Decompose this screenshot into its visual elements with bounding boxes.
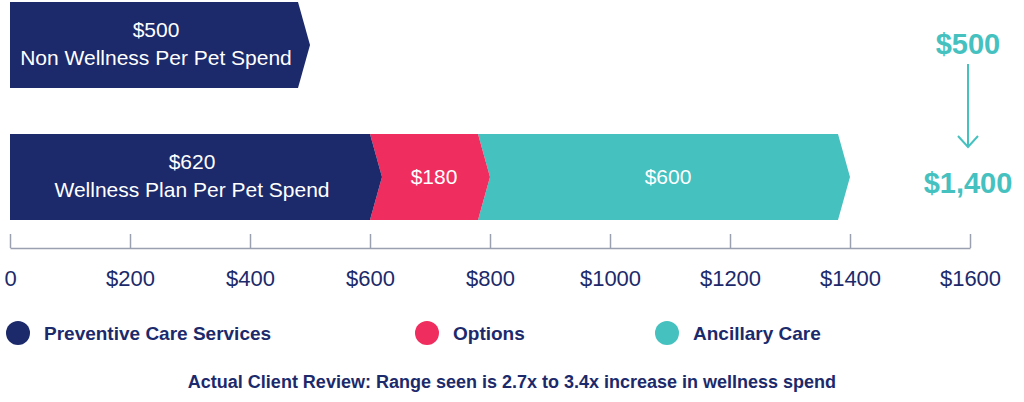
tick-label: $400 (226, 266, 275, 291)
tick: $200 (106, 234, 155, 291)
arrow (967, 64, 969, 146)
tick: $1000 (580, 234, 641, 291)
legend-label: Ancillary Care (693, 323, 821, 344)
chart: $500 Non Wellness Per Pet Spend $620 Wellne… (0, 0, 1024, 402)
tick-label: $200 (106, 266, 155, 291)
data-labels: $500 Non Wellness Per Pet Spend $620 Wellne… (20, 18, 691, 201)
legend-swatch (415, 321, 439, 345)
data-label: $620 (169, 150, 216, 173)
legend-swatch (655, 321, 679, 345)
tick: $400 (226, 234, 275, 291)
legend: Preventive Care Services Options Ancillary… (6, 321, 821, 345)
legend-swatch (6, 321, 30, 345)
annotation-text: $500 (936, 28, 1001, 60)
tick-mark (730, 234, 732, 248)
category-label: Non Wellness Per Pet Spend (20, 46, 292, 69)
tick-mark (10, 234, 12, 248)
bar-segment (370, 134, 490, 220)
tick-mark (130, 234, 132, 248)
tick-mark (370, 234, 372, 248)
category-label: Wellness Plan Per Pet Spend (54, 178, 329, 201)
bar-segment (478, 134, 850, 220)
tick: $1400 (820, 234, 881, 291)
bar-segment (10, 2, 310, 88)
tick: 0 (4, 234, 16, 291)
legend-label: Options (453, 323, 525, 344)
tick: $800 (466, 234, 515, 291)
caption: Actual Client Review: Range seen is 2.7x… (188, 372, 836, 392)
data-label: $600 (645, 165, 692, 188)
tick-mark (970, 234, 972, 248)
tick-label: $1600 (940, 266, 1001, 291)
tick: $1600 (940, 234, 1001, 291)
bar-segment (10, 134, 382, 220)
tick: $600 (346, 234, 395, 291)
tick-label: $600 (346, 266, 395, 291)
x-axis: 0 $200 $400 $600 $800 $1000 $1200 $1400 $1600 (4, 234, 1001, 291)
tick-label: $800 (466, 266, 515, 291)
tick-mark (850, 234, 852, 248)
tick-label: $1400 (820, 266, 881, 291)
tick-label: $1200 (700, 266, 761, 291)
bars (10, 2, 850, 220)
tick-mark (610, 234, 612, 248)
data-label: $180 (411, 165, 458, 188)
tick-mark (250, 234, 252, 248)
annotation: $500 $1,400 (924, 28, 1013, 199)
tick-label: $1000 (580, 266, 641, 291)
annotation-text: $1,400 (924, 167, 1013, 199)
data-label: $500 (133, 18, 180, 41)
tick-mark (490, 234, 492, 248)
tick-label: 0 (4, 266, 16, 291)
legend-label: Preventive Care Services (44, 323, 271, 344)
arrow-head (958, 136, 978, 147)
tick: $1200 (700, 234, 761, 291)
